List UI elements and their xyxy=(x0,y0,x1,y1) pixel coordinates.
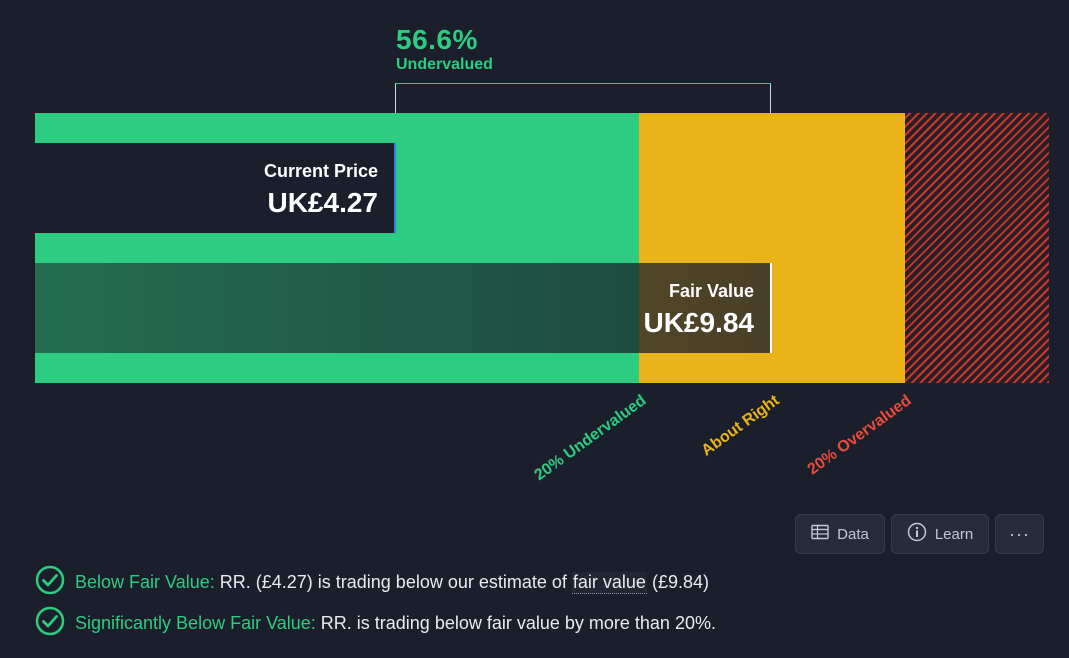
fair-value-link[interactable]: fair value xyxy=(571,571,647,594)
data-button-label: Data xyxy=(837,525,869,543)
current-price-value: UK£4.27 xyxy=(267,187,378,218)
fair-value-value: UK£9.84 xyxy=(643,307,754,338)
info-icon xyxy=(907,522,927,546)
learn-button-label: Learn xyxy=(934,525,974,543)
check-significantly-below-fair-value: Significantly Below Fair Value: RR. is t… xyxy=(35,606,716,641)
fair-value-label: Fair Value xyxy=(668,281,754,301)
undervalued-label: Undervalued xyxy=(396,56,493,73)
zone-label-overvalued: 20% Overvalued xyxy=(804,392,915,479)
check-text: RR. is trading below fair value by more … xyxy=(315,613,716,633)
zone-label-undervalued: 20% Undervalued xyxy=(531,392,649,485)
check-title: Significantly Below Fair Value: xyxy=(75,613,316,633)
check-circle-icon xyxy=(35,606,75,641)
zone-label-about-right: About Right xyxy=(698,392,783,460)
more-button[interactable]: ··· xyxy=(995,514,1044,554)
check-text-after: (£9.84) xyxy=(646,572,709,592)
check-title: Below Fair Value: xyxy=(75,572,215,592)
check-below-fair-value: Below Fair Value: RR. (£4.27) is trading… xyxy=(35,565,709,600)
current-price-label: Current Price xyxy=(263,161,378,181)
learn-button[interactable]: Learn xyxy=(891,514,989,554)
zone-overvalued xyxy=(905,113,1049,383)
more-icon: ··· xyxy=(1009,523,1030,544)
check-circle-icon xyxy=(35,565,75,600)
discount-bracket xyxy=(395,83,771,113)
current-price-bar: Current Price UK£4.27 xyxy=(35,143,396,233)
data-button[interactable]: Data xyxy=(795,514,885,554)
check-text: RR. (£4.27) is trading below our estimat… xyxy=(214,572,572,592)
fair-value-bar: Fair Value UK£9.84 xyxy=(35,263,772,353)
table-icon xyxy=(811,524,829,544)
undervalued-percent: 56.6% xyxy=(396,24,478,55)
